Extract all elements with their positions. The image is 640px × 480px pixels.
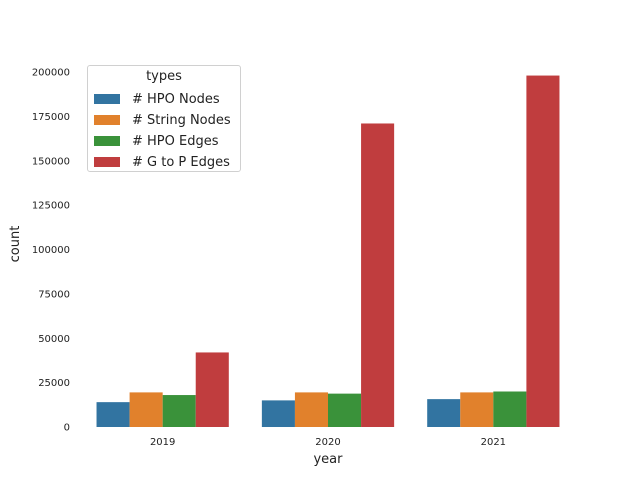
- y-tick-label: 75000: [38, 289, 70, 300]
- bar-1-2020: [261, 400, 295, 428]
- bars-layer: [96, 75, 560, 428]
- bar-4-2020: [361, 123, 395, 427]
- legend-title: types: [146, 69, 182, 84]
- bar-2-2021: [460, 392, 494, 427]
- legend-item-hpo-nodes: # HPO Nodes: [94, 90, 220, 108]
- legend-swatch: [94, 94, 120, 104]
- legend: types # HPO Nodes # String Nodes # HPO E…: [87, 65, 241, 172]
- y-tick-label: 0: [64, 423, 70, 434]
- x-axis-ticks: 2019 2020 2021: [150, 437, 506, 448]
- y-tick-label: 200000: [32, 68, 70, 79]
- x-tick-label: 2021: [481, 437, 506, 448]
- legend-label: # G to P Edges: [132, 154, 230, 170]
- legend-item-string-nodes: # String Nodes: [94, 111, 231, 129]
- bar-1-2021: [427, 399, 461, 427]
- legend-swatch: [94, 157, 120, 167]
- legend-item-g-to-p-edges: # G to P Edges: [94, 153, 230, 171]
- legend-item-hpo-edges: # HPO Edges: [94, 132, 219, 150]
- y-tick-label: 150000: [32, 156, 70, 167]
- y-tick-label: 25000: [38, 378, 70, 389]
- legend-label: # HPO Edges: [132, 133, 219, 149]
- y-tick-label: 125000: [32, 201, 70, 212]
- legend-label: # String Nodes: [132, 112, 231, 128]
- bar-3-2020: [328, 393, 362, 427]
- legend-swatch: [94, 115, 120, 125]
- bar-3-2019: [162, 395, 196, 427]
- x-tick-label: 2020: [315, 437, 340, 448]
- bar-4-2021: [526, 75, 560, 428]
- bar-1-2019: [96, 402, 130, 427]
- y-tick-label: 100000: [32, 245, 70, 256]
- bar-2-2019: [129, 392, 163, 427]
- legend-swatch: [94, 136, 120, 146]
- legend-label: # HPO Nodes: [132, 91, 220, 107]
- y-axis-ticks: 0 25000 50000 75000 100000 125000 150000 175000…: [32, 68, 70, 434]
- y-tick-label: 50000: [38, 334, 70, 345]
- bar-3-2021: [493, 391, 527, 427]
- x-tick-label: 2019: [150, 437, 175, 448]
- y-tick-label: 175000: [32, 112, 70, 123]
- bar-4-2019: [195, 352, 229, 427]
- y-axis-label: count: [8, 226, 23, 263]
- x-axis-label: year: [313, 452, 343, 467]
- bar-2-2020: [294, 392, 328, 427]
